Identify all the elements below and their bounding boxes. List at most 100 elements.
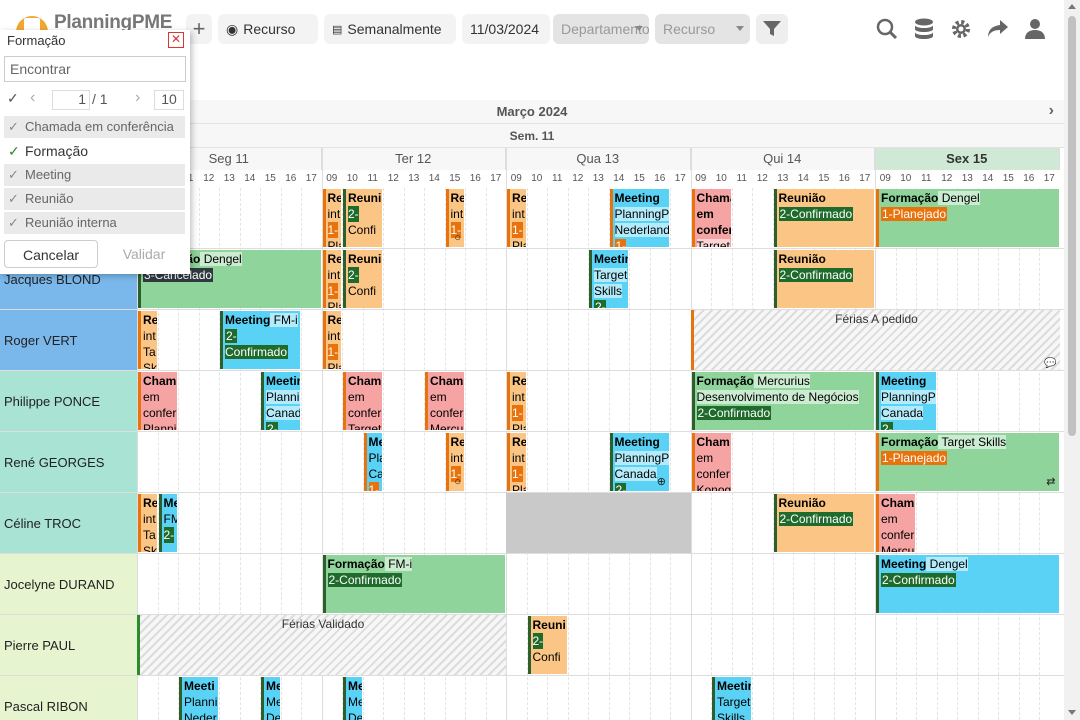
status-badge: 2-Confirmado [778, 207, 854, 221]
absence-block[interactable]: Férias Validado [137, 615, 506, 675]
filter-option[interactable]: ✓ Chamada em conferência [4, 116, 185, 138]
event-block[interactable]: Reuni 2- Confi [343, 189, 382, 247]
event-text: int [143, 512, 156, 526]
status-badge: 2-Confirmado [594, 300, 628, 308]
event-block[interactable]: Formação Target Skills 1-Planejado ⇄ [876, 433, 1059, 491]
resource-name[interactable]: Céline TROC [0, 493, 137, 553]
resource-name[interactable]: Jocelyne DURAND [0, 554, 137, 614]
resource-name[interactable]: Pascal RIBON [0, 676, 137, 720]
share-button[interactable] [983, 14, 1013, 44]
event-block[interactable]: Formação FM-i 2-Confirmado [322, 555, 505, 613]
event-block[interactable]: Formação Dengel 1-Planejado [876, 189, 1059, 247]
scroll-up-icon[interactable] [1068, 4, 1076, 9]
hour-line [362, 188, 364, 720]
resource-name[interactable]: René GEORGES [0, 432, 137, 492]
chevron-right-icon[interactable]: › [1048, 102, 1054, 119]
hour-label: 17 [305, 173, 317, 184]
event-block[interactable]: Me Me De [261, 677, 280, 720]
hour-label: 15 [1002, 173, 1014, 184]
event-block[interactable]: Reunião 2-Confirmado [773, 189, 874, 247]
event-block[interactable]: Meeti Planni Neder [179, 677, 218, 720]
scroll-down-icon[interactable] [1068, 710, 1076, 715]
search-button[interactable] [872, 14, 902, 44]
event-block[interactable]: Cham em confer Target [343, 372, 382, 430]
filter-search-input[interactable]: Encontrar [4, 56, 186, 82]
resource-select[interactable]: Recurso [655, 14, 750, 44]
event-text: Ca [368, 467, 383, 481]
event-text: int [450, 207, 464, 221]
hour-line [157, 188, 159, 720]
event-block[interactable]: Meeting PlanningPME Canada 2-Confirmado [261, 372, 300, 430]
check-all-icon[interactable]: ✓ [7, 90, 19, 106]
close-icon[interactable]: ✕ [168, 32, 184, 48]
event-block[interactable]: Meeting Dengel 2-Confirmado [876, 555, 1059, 613]
database-button[interactable] [909, 14, 939, 44]
event-text: Target [717, 695, 751, 709]
event-block[interactable]: Cham em confer Mercu [425, 372, 464, 430]
department-select[interactable]: Departamento [553, 14, 649, 44]
period-select[interactable]: ▤ Semanalmente [324, 14, 456, 44]
hour-label: 15 [818, 173, 830, 184]
logo-text: PlanningPME [54, 12, 173, 33]
event-block[interactable]: Reuni 2- Confi [343, 250, 382, 308]
event-block[interactable]: Meeting PlanningPME Nederland 1-Planejado [609, 189, 669, 247]
add-button[interactable]: + [186, 14, 212, 44]
resource-name[interactable]: Roger VERT [0, 310, 137, 370]
event-block[interactable]: Cham em confer Mercu [876, 494, 915, 552]
validate-button[interactable]: Validar [122, 246, 166, 262]
resource-row: Philippe PONCE Cham em confer Planni Meeting … [0, 371, 1064, 432]
chevron-right-icon[interactable]: › [135, 89, 141, 106]
page-size-input[interactable]: 10 [154, 90, 184, 110]
filter-option[interactable]: ✓ Reunião interna [4, 212, 185, 234]
event-text: De [348, 711, 362, 720]
event-block[interactable]: Meeting FM-i 2-Confirmado [220, 311, 300, 369]
filter-option[interactable]: ✓ Formação [4, 140, 185, 162]
user-button[interactable] [1020, 14, 1050, 44]
cancel-button[interactable]: Cancelar [4, 240, 98, 268]
resource-name[interactable]: Pierre PAUL [0, 615, 137, 675]
event-text: Confi [348, 284, 377, 298]
event-block[interactable]: Chamada em conferência Target [691, 189, 731, 247]
event-block[interactable]: Meeting PlanningPME Canada 2-Confirmado [876, 372, 936, 430]
absence-block[interactable]: Férias A pedido 💬 [690, 310, 1060, 370]
event-block[interactable]: Meeting Target Skills 2-Confirmado [589, 250, 628, 308]
event-block[interactable]: Reuni 2- Confi [527, 616, 567, 674]
resource-view-select[interactable]: ◉ Recurso [218, 14, 318, 44]
event-block[interactable]: Re int Ta Sk [138, 494, 157, 552]
scrollbar-thumb[interactable] [1068, 16, 1076, 436]
event-block[interactable]: Cham em confer Konog [691, 433, 731, 491]
settings-button[interactable] [946, 14, 976, 44]
filter-option[interactable]: ✓ Reunião [4, 188, 185, 210]
event-block[interactable]: Me Pla Ca1- [363, 433, 383, 491]
event-block[interactable]: Cham em confer Planni [138, 372, 177, 430]
event-text: Re [143, 313, 157, 327]
page-input[interactable]: 1 [52, 90, 90, 110]
event-block[interactable]: Formação Mercurius Desenvolvimento de Neg… [691, 372, 874, 430]
filter-button[interactable] [756, 14, 788, 44]
absence-label: Férias Validado [281, 617, 365, 631]
event-block[interactable]: Meetir Target Skills [712, 677, 751, 720]
date-input[interactable]: 11/03/2024 [462, 14, 550, 44]
hour-line [834, 188, 835, 720]
event-text: Meetir [717, 679, 751, 693]
resource-name[interactable]: Philippe PONCE [0, 371, 137, 431]
event-block[interactable]: Me Me De [343, 677, 362, 720]
vertical-scrollbar[interactable] [1064, 0, 1080, 720]
event-text: 1- [327, 283, 339, 299]
chevron-left-icon[interactable]: ‹ [30, 89, 36, 106]
event-block[interactable]: Me FM2- [158, 494, 177, 552]
event-block[interactable]: Reunião 2-Confirmado [773, 494, 874, 552]
filter-option[interactable]: ✓ Meeting [4, 164, 185, 186]
event-block[interactable]: Reunião 2-Confirmado [773, 250, 874, 308]
hour-label: 11 [552, 173, 563, 184]
event-block[interactable]: Re int Ta Sk [138, 311, 157, 369]
